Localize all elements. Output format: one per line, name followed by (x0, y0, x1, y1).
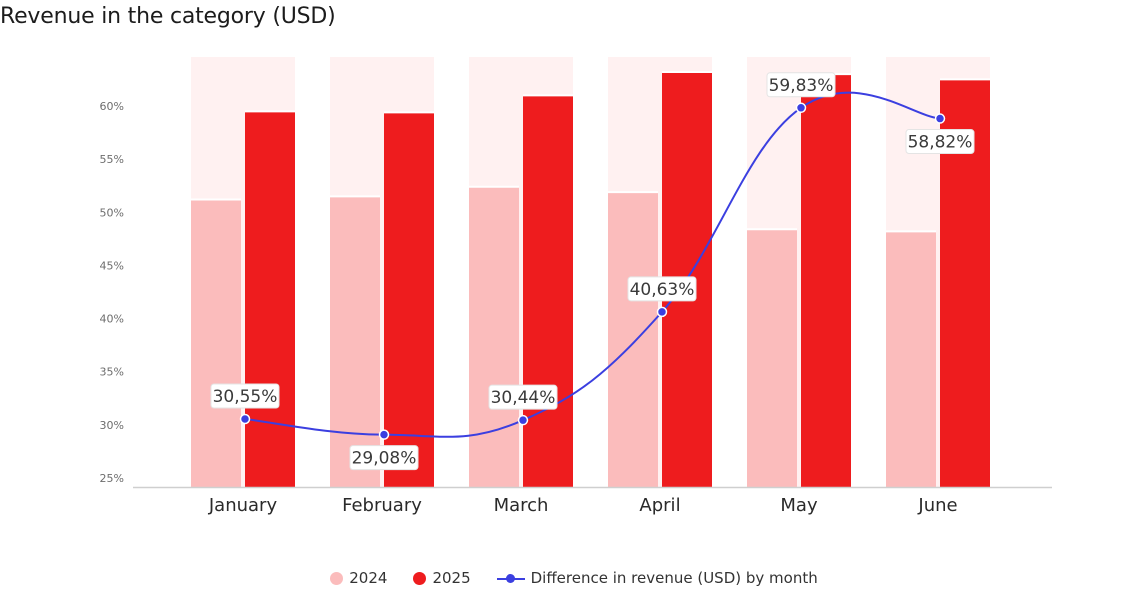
data-label: 59,83% (766, 72, 836, 98)
data-label-text: 30,44% (491, 388, 556, 408)
x-tick-label: March (494, 495, 549, 516)
data-label-box (766, 72, 836, 98)
legend-swatch-difference (496, 572, 525, 585)
data-label-text: 40,63% (630, 280, 695, 300)
bar-2024 (886, 231, 936, 487)
data-label-box (627, 276, 697, 302)
difference-point (795, 102, 807, 114)
y-tick-label: 55% (100, 153, 124, 166)
legend-label-difference: Difference in revenue (USD) by month (530, 569, 818, 587)
data-label-text: 58,82% (908, 133, 973, 153)
difference-point (517, 414, 529, 426)
chart-title: Revenue in the category (USD) (0, 4, 336, 29)
data-label-box (905, 129, 975, 155)
bar-2025 (801, 74, 851, 487)
chart-legend: 2024 2025 Difference in revenue (USD) by… (0, 569, 1148, 587)
data-label-text: 30,55% (213, 387, 278, 407)
data-label: 58,82% (905, 129, 975, 155)
legend-item-difference[interactable]: Difference in revenue (USD) by month (496, 569, 818, 587)
bar-2025 (384, 112, 434, 488)
bar-2024 (469, 186, 519, 487)
legend-swatch-2024 (330, 571, 344, 585)
data-label-box (488, 384, 558, 410)
y-tick-label: 35% (100, 366, 124, 379)
data-label: 30,44% (488, 384, 558, 410)
data-label: 29,08% (349, 445, 419, 471)
data-label-box (210, 383, 280, 409)
bar-2025 (523, 95, 573, 487)
y-tick-label: 25% (100, 472, 124, 485)
legend-label-2024: 2024 (349, 569, 388, 587)
data-label: 30,55% (210, 383, 280, 409)
data-label-box (349, 445, 419, 471)
legend-item-2025[interactable]: 2025 (413, 569, 471, 587)
bar-2025 (245, 111, 295, 488)
difference-point (239, 413, 251, 425)
data-label-text: 59,83% (769, 76, 834, 96)
x-tick-label: May (780, 495, 818, 516)
y-tick-label: 30% (100, 419, 124, 432)
bar-2024 (608, 192, 658, 487)
bar-2024 (330, 196, 380, 488)
legend-item-2024[interactable]: 2024 (330, 569, 387, 587)
difference-point (656, 306, 668, 318)
x-tick-label: April (639, 495, 680, 516)
x-tick-label: February (342, 495, 422, 516)
y-tick-label: 50% (100, 206, 124, 219)
y-tick-label: 45% (100, 259, 124, 272)
data-label: 40,63% (627, 276, 697, 302)
data-label-text: 29,08% (352, 449, 417, 469)
y-tick-label: 60% (100, 100, 124, 113)
bar-2024 (747, 229, 797, 487)
legend-label-2025: 2025 (432, 569, 471, 587)
x-tick-label: January (208, 495, 278, 516)
x-tick-label: June (917, 495, 957, 516)
y-tick-label: 40% (100, 313, 124, 326)
bar-2024 (191, 199, 241, 487)
legend-swatch-2025 (413, 571, 427, 585)
difference-point (378, 429, 390, 440)
difference-point (934, 113, 946, 124)
